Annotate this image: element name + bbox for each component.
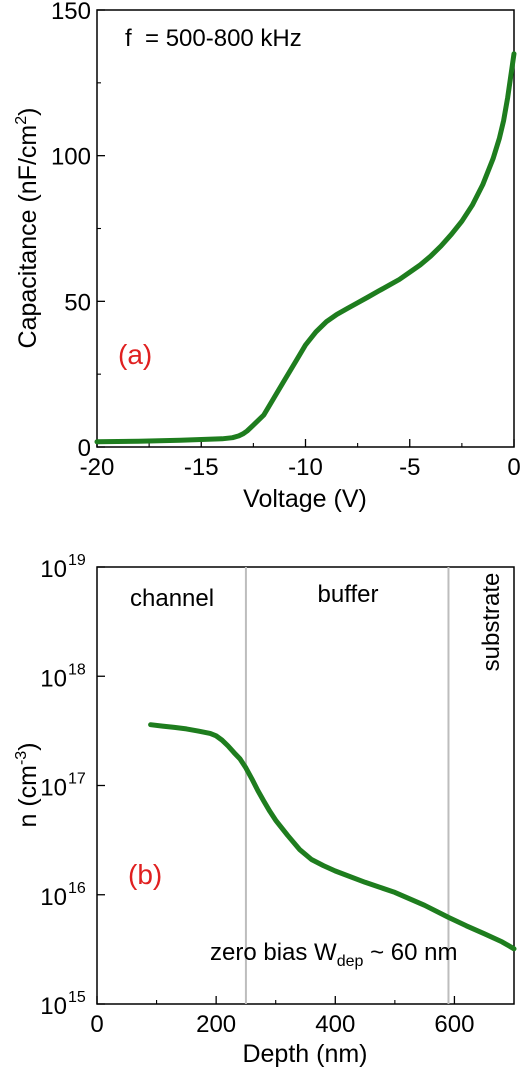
panel-a-y-tick-label: 100 <box>51 144 91 171</box>
region-label-buffer: buffer <box>318 581 379 608</box>
panel-b-region-dividers <box>244 567 450 1004</box>
annotation-tail: ~ 60 nm <box>363 939 457 966</box>
panel-a-y-axis-title-sup: 2 <box>13 116 30 125</box>
panel-b-y-tick-exponent: 19 <box>68 552 86 569</box>
annotation-main: zero bias W <box>210 939 337 966</box>
panel-a-x-tick-label: -20 <box>80 454 115 481</box>
panel-b-y-tick-label: 10 <box>40 665 67 692</box>
panel-b-depletion-annotation: zero bias Wdep ~ 60 nm <box>210 939 457 970</box>
panel-a-y-axis-title: Capacitance (nF/cm2) <box>13 108 42 349</box>
panel-a-x-tick-label: -5 <box>399 454 420 481</box>
panel-b-y-axis-title-tail: ) <box>14 742 42 750</box>
panel-a-y-axis-title-tail: ) <box>14 108 42 116</box>
panel-a-y-tick-label: 50 <box>64 289 91 316</box>
panel-b-y-tick-exponent: 15 <box>68 989 86 1006</box>
panel-a-curve-layer <box>94 51 517 445</box>
panel-b-y-tick-exponent: 16 <box>68 880 86 897</box>
panel-a-y-axis-title-main: Capacitance (nF/cm <box>14 125 42 349</box>
panel-b-x-tick-label: 400 <box>315 1011 355 1038</box>
carrier-density-curve <box>148 722 517 952</box>
panel-b-curve-layer <box>148 722 517 952</box>
panel-b-y-tick-label: 10 <box>40 556 67 583</box>
capacitance-curve <box>94 51 517 445</box>
panel-b-y-tick-label: 10 <box>40 993 67 1020</box>
panel-b-y-axis-title: n (cm-3) <box>13 742 42 827</box>
panel-a-y-tick-label: 0 <box>78 435 91 462</box>
panel-b-y-axis-title-main: n (cm <box>14 765 42 828</box>
panel-a-x-tick-label: -15 <box>184 454 219 481</box>
panel-a-y-tick-label: 150 <box>51 0 91 25</box>
panel-a-x-tick-label: 0 <box>507 454 520 481</box>
panel-a-label: (a) <box>118 339 152 370</box>
panel-b-y-tick-label: 10 <box>40 775 67 802</box>
panel-b-label: (b) <box>128 859 162 890</box>
panel-b-x-tick-label: 0 <box>90 1011 103 1038</box>
panel-b-y-tick-exponent: 18 <box>68 661 86 678</box>
panel-b-y-tick-label: 10 <box>40 884 67 911</box>
panel-a-frequency-annotation: f = 500-800 kHz <box>125 25 302 52</box>
panel-a-x-tick-label: -10 <box>288 454 323 481</box>
panel-a-plot-frame <box>96 9 515 448</box>
panel-a-capacitance-voltage: -20 -15 -10 -5 0 0 50 100 150 f = 500-800 kHz (a… <box>13 0 520 513</box>
panel-b-x-tick-label: 200 <box>196 1011 236 1038</box>
panel-b-y-tick-exponent: 17 <box>68 771 86 788</box>
region-label-channel: channel <box>130 585 214 612</box>
panel-b-y-axis-title-sup: -3 <box>13 751 30 765</box>
region-label-substrate: substrate <box>478 573 505 672</box>
panel-a-x-axis-title: Voltage (V) <box>243 485 367 513</box>
panel-a-ticks: -20 -15 -10 -5 0 0 50 100 150 <box>51 0 520 481</box>
panel-b-x-tick-label: 600 <box>434 1011 474 1038</box>
panel-b-x-axis-title: Depth (nm) <box>242 1040 367 1068</box>
annotation-sub: dep <box>337 953 364 970</box>
